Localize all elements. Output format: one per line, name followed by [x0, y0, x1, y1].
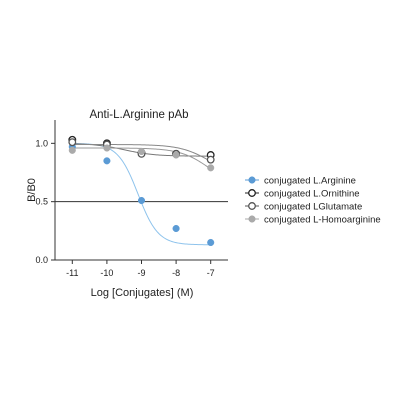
legend-marker	[248, 202, 256, 210]
legend-label: conjugated LGlutamate	[264, 202, 362, 213]
data-point-series-4	[172, 151, 180, 159]
x-tick-label: -7	[207, 268, 215, 278]
legend-label: conjugated L.Arginine	[264, 176, 356, 187]
plot-area: 0.0 0.5 1.0 -11 -10 -9 -8 -7	[35, 120, 228, 278]
chart-title: Anti-L.Arginine pAb	[89, 109, 188, 121]
data-point-series-4	[103, 144, 111, 152]
data-point-series-4	[207, 164, 215, 172]
legend: conjugated L.Arginine conjugated L.Ornith…	[245, 176, 381, 226]
y-axis-label: B/B0	[26, 178, 38, 202]
legend-marker	[248, 176, 256, 184]
data-point-series-1	[172, 224, 180, 233]
data-point-series-1	[207, 238, 215, 247]
data-point-series-3	[68, 138, 77, 147]
fit-curve-3	[72, 144, 211, 162]
y-tick-label: 0.5	[35, 197, 48, 207]
y-tick-label: 1.0	[35, 138, 48, 148]
legend-label: conjugated L-Homoarginine	[264, 215, 381, 226]
data-point-series-4	[137, 147, 146, 156]
data-point-series-1	[137, 196, 146, 205]
y-tick-label: 0.0	[35, 255, 48, 265]
data-point-series-3	[206, 155, 215, 164]
x-tick-label: -11	[66, 268, 78, 278]
data-point-series-4	[68, 146, 76, 154]
x-tick-label: -9	[137, 268, 145, 278]
fit-curve-1	[72, 142, 211, 246]
legend-marker	[248, 215, 256, 223]
x-axis-label: Log [Conjugates] (M)	[91, 287, 194, 299]
legend-label: conjugated L.Ornithine	[264, 189, 360, 200]
legend-marker	[248, 189, 256, 197]
x-tick-label: -8	[172, 268, 180, 278]
x-tick-label: -10	[100, 268, 113, 278]
data-point-series-1	[103, 157, 111, 165]
